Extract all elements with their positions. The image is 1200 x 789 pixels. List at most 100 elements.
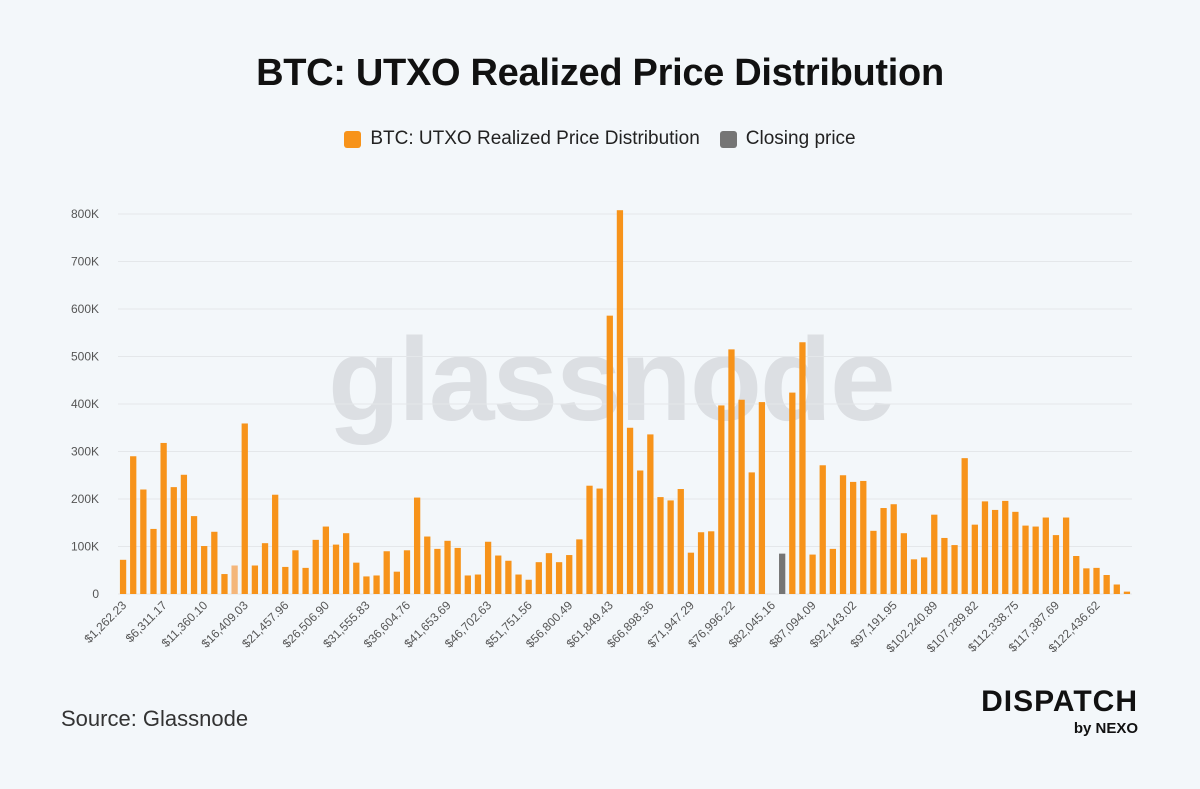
bar [981,501,989,594]
bar [708,531,715,594]
bar [332,544,340,594]
bar [1123,591,1131,594]
legend-label-distribution: BTC: UTXO Realized Price Distribution [370,128,700,149]
closing-price-bar [779,553,786,594]
bar [839,475,847,594]
bar [140,489,147,594]
bar [1093,567,1100,594]
bar [748,472,755,594]
bar [383,551,390,594]
bar [738,399,745,594]
bar [119,559,127,594]
bar [190,516,198,594]
legend-item-distribution[interactable]: BTC: UTXO Realized Price Distribution [344,128,700,150]
bar [393,571,400,594]
bar [586,485,593,594]
bar [1012,511,1019,594]
bar [545,553,553,594]
y-tick-label: 500K [71,350,99,364]
bar [373,575,380,594]
bar [363,576,370,594]
bar [282,566,289,594]
y-tick-label: 400K [71,397,99,411]
bar [424,536,431,594]
bar [728,349,735,594]
bar [1052,535,1060,594]
bar [819,465,826,594]
bar [454,547,461,594]
bar [677,489,684,594]
bar [525,579,532,594]
bar [910,559,918,594]
bar [718,405,725,594]
legend: BTC: UTXO Realized Price Distribution Cl… [0,128,1200,150]
bar [160,442,167,594]
bar [637,470,644,594]
bar [687,552,695,594]
bar [789,392,796,594]
bar [951,545,958,594]
bar [900,533,907,594]
bar [576,539,583,594]
bar [606,315,613,594]
y-tick-label: 300K [71,445,99,459]
legend-swatch-orange [344,130,362,148]
bar [991,509,999,594]
bar [505,560,512,594]
bar [657,497,664,594]
bar [1103,575,1110,594]
bar [272,494,279,594]
bar [403,550,411,594]
bar [870,530,877,594]
bar [150,528,157,594]
bar [261,543,269,594]
bar [931,514,938,594]
bar [1002,500,1009,594]
bar [616,210,624,594]
x-tick-label: $1,262.23 [82,598,130,646]
bar [880,508,887,594]
brand-sub: by NEXO [1073,720,1138,737]
bar [626,427,634,594]
legend-swatch-gray [719,130,737,148]
bar [251,565,259,594]
bar [201,546,208,594]
bar [211,531,218,594]
bar [1042,517,1049,594]
bar [920,557,928,594]
bar [241,423,248,594]
bar [495,555,502,594]
brand-name: DISPATCH [981,685,1138,718]
bar [890,504,897,594]
bar [941,537,948,594]
bar [322,526,330,594]
brand-logo: DISPATCH by NEXO [981,685,1138,738]
bar [1032,526,1039,594]
bar [484,541,492,594]
bar [535,562,542,594]
bar [697,532,705,594]
bar [353,562,360,594]
bar [221,574,228,594]
bar [444,540,451,594]
bar [170,487,177,594]
bar [799,342,806,594]
bar [434,548,441,594]
legend-label-closing-price: Closing price [745,128,856,149]
bar [312,539,319,594]
bar [1083,568,1090,594]
chart-title: BTC: UTXO Realized Price Distribution [256,52,944,94]
bar [231,565,238,594]
bar [860,480,867,594]
bar [647,434,654,594]
bar [961,458,968,594]
y-tick-label: 0 [92,587,99,601]
bar [292,550,299,594]
bar [850,481,857,594]
legend-item-closing-price[interactable]: Closing price [719,128,856,150]
bar [1022,525,1029,594]
bar [343,533,350,594]
y-tick-label: 100K [71,540,99,554]
bar [596,488,603,594]
